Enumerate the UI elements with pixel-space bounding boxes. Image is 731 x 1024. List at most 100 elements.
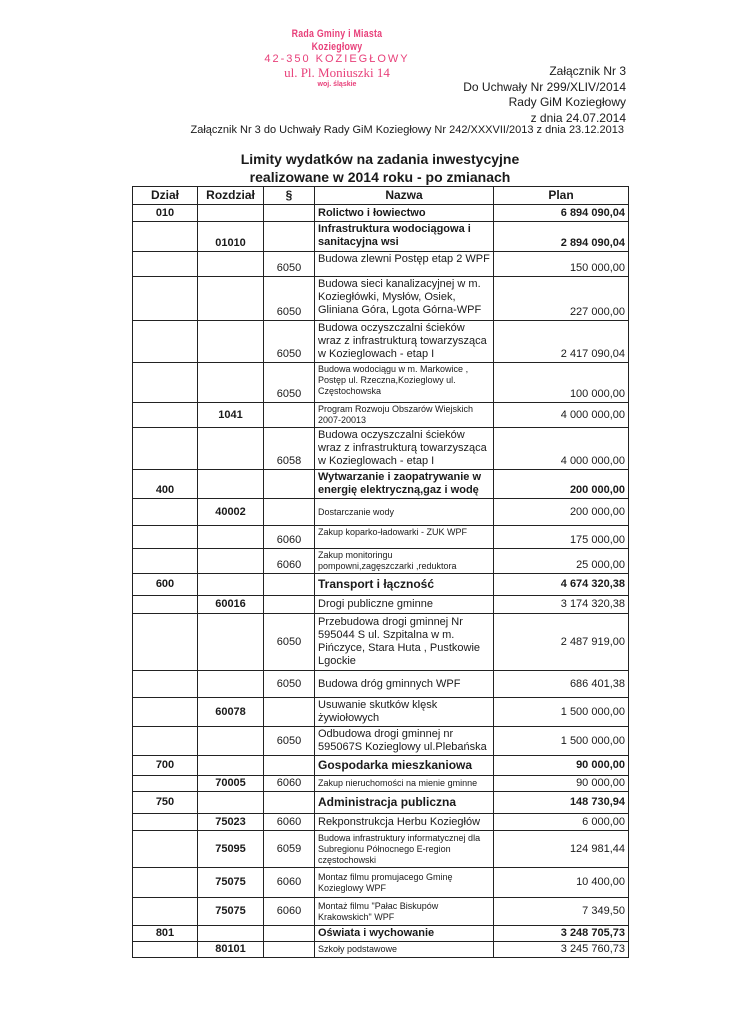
cell-plan: 1 500 000,00 [493,726,629,756]
table-row: 01010 Infrastruktura wodociągowa i sanita… [132,221,629,252]
cell-dzial [132,613,198,671]
cell-nazwa: Budowa sieci kanalizacyjnej w m. Koziegł… [314,276,494,321]
cell-rozdzial [197,362,264,403]
column-header-plan: Plan [493,186,629,205]
cell-plan: 175 000,00 [493,525,629,549]
table-row: 750 Administracja publiczna 148 730,94 [132,791,629,814]
cell-paragraf: 6059 [263,830,315,868]
table-row: 70005 6060 Zakup nieruchomości na mienie g… [132,775,629,792]
cell-paragraf: 6060 [263,525,315,549]
cell-nazwa: Usuwanie skutków klęsk żywiołowych [314,697,494,727]
cell-paragraf: 6050 [263,320,315,363]
table-header-row: Dział Rozdział § Nazwa Plan [132,186,629,205]
table-row: 600 Transport i łączność 4 674 320,38 [132,573,629,596]
cell-nazwa: Szkoły podstawowe [314,941,494,958]
cell-nazwa: Drogi publiczne gminne [314,595,494,614]
cell-rozdzial [197,251,264,277]
table-row: 60078 Usuwanie skutków klęsk żywiołowych 1… [132,697,629,727]
cell-plan: 3 174 320,38 [493,595,629,614]
cell-rozdzial [197,573,264,596]
table-row: 6060 Zakup monitoringu pompowni,zagęszcza… [132,548,629,574]
table-row: 80101 Szkoły podstawowe 3 245 760,73 [132,941,629,958]
title-line: realizowane w 2014 roku - po zmianach [249,169,511,185]
cell-dzial [132,595,198,614]
cell-plan: 124 981,44 [493,830,629,868]
cell-rozdzial [197,726,264,756]
table-row: 400 Wytwarzanie i zaopatrywanie w energię… [132,469,629,499]
cell-plan: 2 487 919,00 [493,613,629,671]
table-row: 010 Rolictwo i łowiectwo 6 894 090,04 [132,204,629,222]
cell-dzial [132,897,198,926]
stamp-line: 42-350 KOZIEGŁOWY [264,53,410,66]
cell-paragraf [263,595,315,614]
cell-rozdzial: 1041 [197,402,264,428]
cell-nazwa: Oświata i wychowanie [314,925,494,942]
table-row: 6060 Zakup koparko-ładowarki - ZUK WPF 175… [132,525,629,549]
cell-paragraf: 6060 [263,813,315,831]
cell-rozdzial [197,925,264,942]
cell-paragraf: 6050 [263,613,315,671]
cell-dzial [132,548,198,574]
cell-plan: 1 500 000,00 [493,697,629,727]
cell-rozdzial: 70005 [197,775,264,792]
cell-rozdzial: 75075 [197,867,264,898]
cell-rozdzial: 80101 [197,941,264,958]
cell-dzial: 600 [132,573,198,596]
cell-plan: 100 000,00 [493,362,629,403]
cell-plan: 2 417 090,04 [493,320,629,363]
cell-nazwa: Zakup koparko-ładowarki - ZUK WPF [314,525,494,549]
cell-nazwa: Budowa zlewni Postęp etap 2 WPF [314,251,494,277]
cell-rozdzial: 60078 [197,697,264,727]
cell-rozdzial [197,670,264,698]
table-row: 801 Oświata i wychowanie 3 248 705,73 [132,925,629,942]
cell-paragraf: 6050 [263,670,315,698]
column-header-paragraf: § [263,186,315,205]
cell-rozdzial [197,276,264,321]
cell-dzial [132,251,198,277]
cell-nazwa: Rolictwo i łowiectwo [314,204,494,222]
cell-nazwa: Administracja publiczna [314,791,494,814]
cell-paragraf [263,755,315,776]
cell-nazwa: Infrastruktura wodociągowa i sanitacyjna… [314,221,494,252]
cell-nazwa: Rekponstrukcja Herbu Koziegłów [314,813,494,831]
cell-nazwa: Transport i łączność [314,573,494,596]
cell-dzial [132,221,198,252]
cell-nazwa: Program Rozwoju Obszarów Wiejskich 2007-… [314,402,494,428]
cell-paragraf: 6060 [263,867,315,898]
cell-nazwa: Budowa oczyszczalni ścieków wraz z infra… [314,427,494,470]
cell-dzial [132,670,198,698]
cell-paragraf: 6060 [263,897,315,926]
cell-nazwa: Budowa infrastruktury informatycznej dla… [314,830,494,868]
cell-plan: 3 248 705,73 [493,925,629,942]
cell-dzial [132,525,198,549]
cell-dzial [132,276,198,321]
table-row: 6050 Budowa oczyszczalni ścieków wraz z i… [132,320,629,363]
table-row: 6050 Budowa sieci kanalizacyjnej w m. Koz… [132,276,629,321]
cell-plan: 200 000,00 [493,498,629,526]
cell-paragraf: 6050 [263,362,315,403]
cell-plan: 200 000,00 [493,469,629,499]
cell-rozdzial [197,469,264,499]
cell-rozdzial [197,791,264,814]
cell-plan: 90 000,00 [493,775,629,792]
cell-paragraf [263,791,315,814]
cell-nazwa: Odbudowa drogi gminnej nr 595067S Kozieg… [314,726,494,756]
cell-paragraf: 6060 [263,548,315,574]
cell-dzial: 400 [132,469,198,499]
table-row: 75095 6059 Budowa infrastruktury informaty… [132,830,629,868]
cell-rozdzial: 01010 [197,221,264,252]
cell-rozdzial: 40002 [197,498,264,526]
cell-nazwa: Budowa wodociągu w m. Markowice , Postęp… [314,362,494,403]
cell-dzial [132,867,198,898]
cell-plan: 4 674 320,38 [493,573,629,596]
annex-number: Załącznik Nr 3 [549,64,626,78]
annex-header: Załącznik Nr 3 Do Uchwały Nr 299/XLIV/20… [463,64,626,126]
cell-paragraf: 6060 [263,775,315,792]
cell-dzial: 750 [132,791,198,814]
cell-plan: 4 000 000,00 [493,427,629,470]
cell-rozdzial: 60016 [197,595,264,614]
stamp-line: Rada Gminy i Miasta Koziegłowy [291,28,383,53]
cell-nazwa: Dostarczanie wody [314,498,494,526]
cell-dzial: 700 [132,755,198,776]
cell-dzial [132,813,198,831]
